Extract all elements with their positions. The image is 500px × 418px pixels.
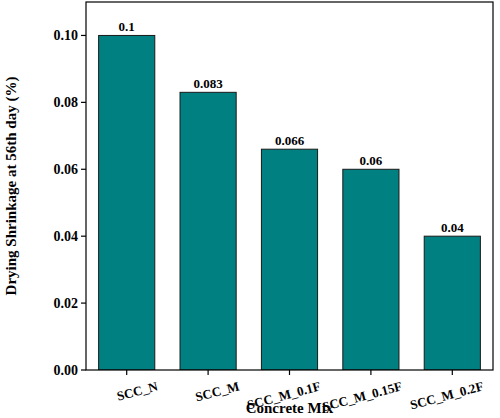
y-tick-label: 0.06 (54, 162, 79, 177)
y-tick-label: 0.10 (54, 28, 79, 43)
chart: 0.00 0.02 0.04 0.06 0.08 0.10 SCC_N SCC_M SCC_M_… (0, 0, 500, 418)
x-tick (208, 370, 209, 375)
y-tick-label: 0.02 (54, 296, 79, 311)
y-tick-label: 0.04 (54, 229, 79, 244)
data-label: 0.04 (441, 220, 464, 235)
y-tick (81, 302, 86, 303)
x-tick (126, 370, 127, 375)
x-tick-label: SCC_M (194, 378, 241, 404)
x-tick (452, 370, 453, 375)
data-label: 0.083 (193, 76, 223, 91)
y-tick (81, 236, 86, 237)
x-tick (289, 370, 290, 375)
plot-frame (86, 2, 493, 370)
y-tick (81, 102, 86, 103)
x-axis-title: Concrete Mix (246, 400, 334, 416)
bars (99, 35, 481, 370)
y-tick (81, 169, 86, 170)
data-label: 0.06 (360, 153, 383, 168)
bar (99, 35, 155, 370)
bar (261, 149, 317, 370)
data-label: 0.066 (275, 133, 305, 148)
data-label: 0.1 (119, 19, 135, 34)
y-tick (81, 35, 86, 36)
y-tick-label: 0.08 (54, 95, 79, 110)
y-axis-title: Drying Shrinkage at 56th day (%) (3, 77, 20, 296)
x-tick (370, 370, 371, 375)
x-tick-label: SCC_M_0.2F (408, 378, 485, 412)
y-tick (81, 369, 86, 370)
y-tick-label: 0.00 (54, 363, 79, 378)
x-tick-label: SCC_N (115, 378, 160, 403)
bar (424, 236, 480, 370)
bar (180, 92, 236, 370)
bar (343, 169, 399, 370)
